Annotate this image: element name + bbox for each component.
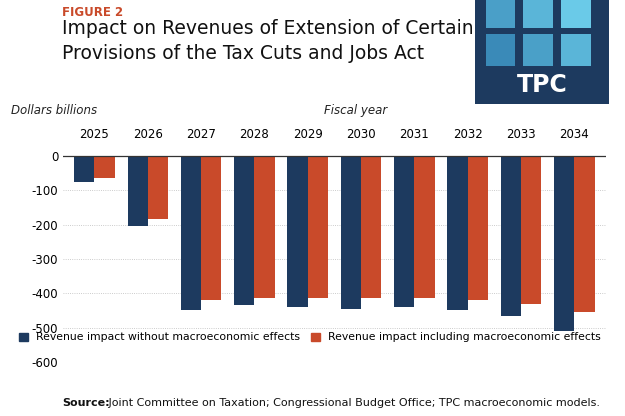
Bar (414, 156, 434, 298)
Text: TPC: TPC (517, 72, 568, 97)
Bar (148, 156, 168, 219)
Bar (201, 156, 221, 300)
Bar (74, 156, 94, 182)
Bar (94, 156, 115, 178)
Bar (234, 156, 254, 305)
Text: Fiscal year: Fiscal year (324, 104, 387, 117)
Bar (523, 34, 553, 66)
Bar (574, 156, 594, 312)
Text: Impact on Revenues of Extension of Certain: Impact on Revenues of Extension of Certa… (62, 19, 474, 38)
Bar (486, 34, 515, 66)
Text: Source:: Source: (62, 398, 110, 408)
Bar (448, 156, 468, 310)
Bar (361, 156, 381, 298)
Bar (554, 156, 574, 331)
Bar (468, 156, 488, 300)
Text: Joint Committee on Taxation; Congressional Budget Office; TPC macroeconomic mode: Joint Committee on Taxation; Congression… (105, 398, 600, 408)
Bar (561, 34, 591, 66)
Bar (308, 156, 328, 298)
Bar (394, 156, 414, 307)
Bar (127, 156, 148, 226)
Bar (254, 156, 274, 298)
Text: Provisions of the Tax Cuts and Jobs Act: Provisions of the Tax Cuts and Jobs Act (62, 44, 424, 63)
Bar (561, 0, 591, 28)
Bar (521, 156, 541, 304)
Text: FIGURE 2: FIGURE 2 (62, 6, 124, 19)
Bar (341, 156, 361, 309)
Bar (486, 0, 515, 28)
Bar (288, 156, 308, 307)
Text: Dollars billions: Dollars billions (11, 104, 97, 117)
Bar (523, 0, 553, 28)
Bar (501, 156, 521, 316)
Bar (181, 156, 201, 310)
Legend: Revenue impact without macroeconomic effects, Revenue impact including macroecon: Revenue impact without macroeconomic eff… (19, 332, 601, 342)
